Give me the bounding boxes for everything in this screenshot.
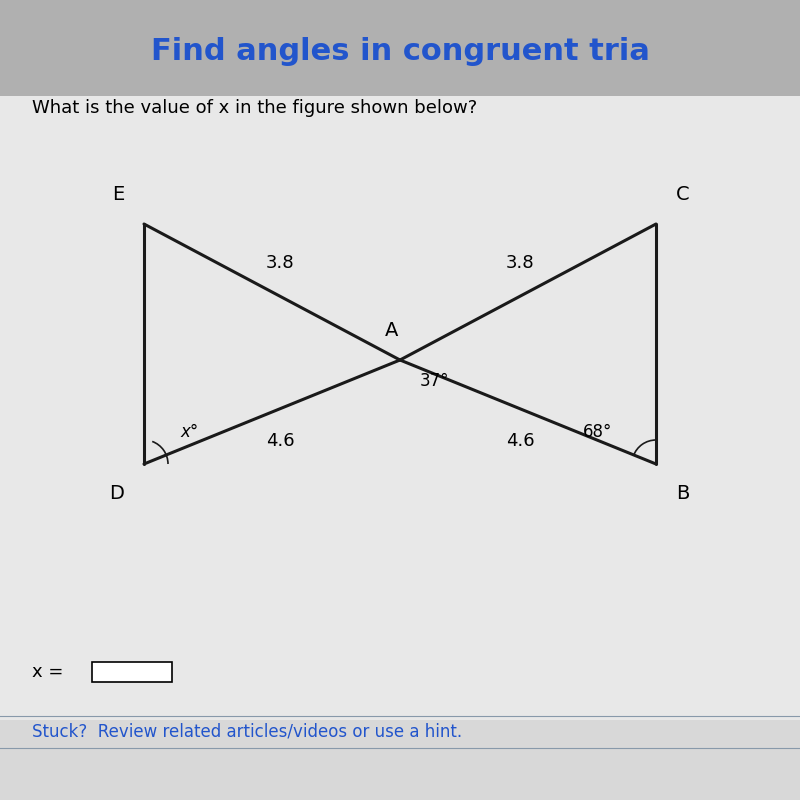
FancyBboxPatch shape — [0, 96, 800, 720]
Text: 37°: 37° — [420, 372, 450, 390]
Text: 4.6: 4.6 — [506, 432, 534, 450]
Text: 3.8: 3.8 — [506, 254, 534, 272]
Text: Find angles in congruent tria: Find angles in congruent tria — [150, 38, 650, 66]
Text: D: D — [109, 484, 124, 503]
Text: What is the value of x in the figure shown below?: What is the value of x in the figure sho… — [32, 99, 478, 117]
Text: x°: x° — [180, 423, 198, 441]
Text: x =: x = — [32, 663, 63, 681]
Text: 68°: 68° — [582, 423, 612, 441]
Text: 3.8: 3.8 — [266, 254, 294, 272]
Text: E: E — [112, 185, 124, 204]
Text: Stuck?  Review related articles/videos or use a hint.: Stuck? Review related articles/videos or… — [32, 722, 462, 740]
Text: B: B — [676, 484, 690, 503]
Text: C: C — [676, 185, 690, 204]
Text: 4.6: 4.6 — [266, 432, 294, 450]
Text: A: A — [386, 321, 398, 340]
FancyBboxPatch shape — [0, 0, 800, 96]
FancyBboxPatch shape — [92, 662, 172, 682]
